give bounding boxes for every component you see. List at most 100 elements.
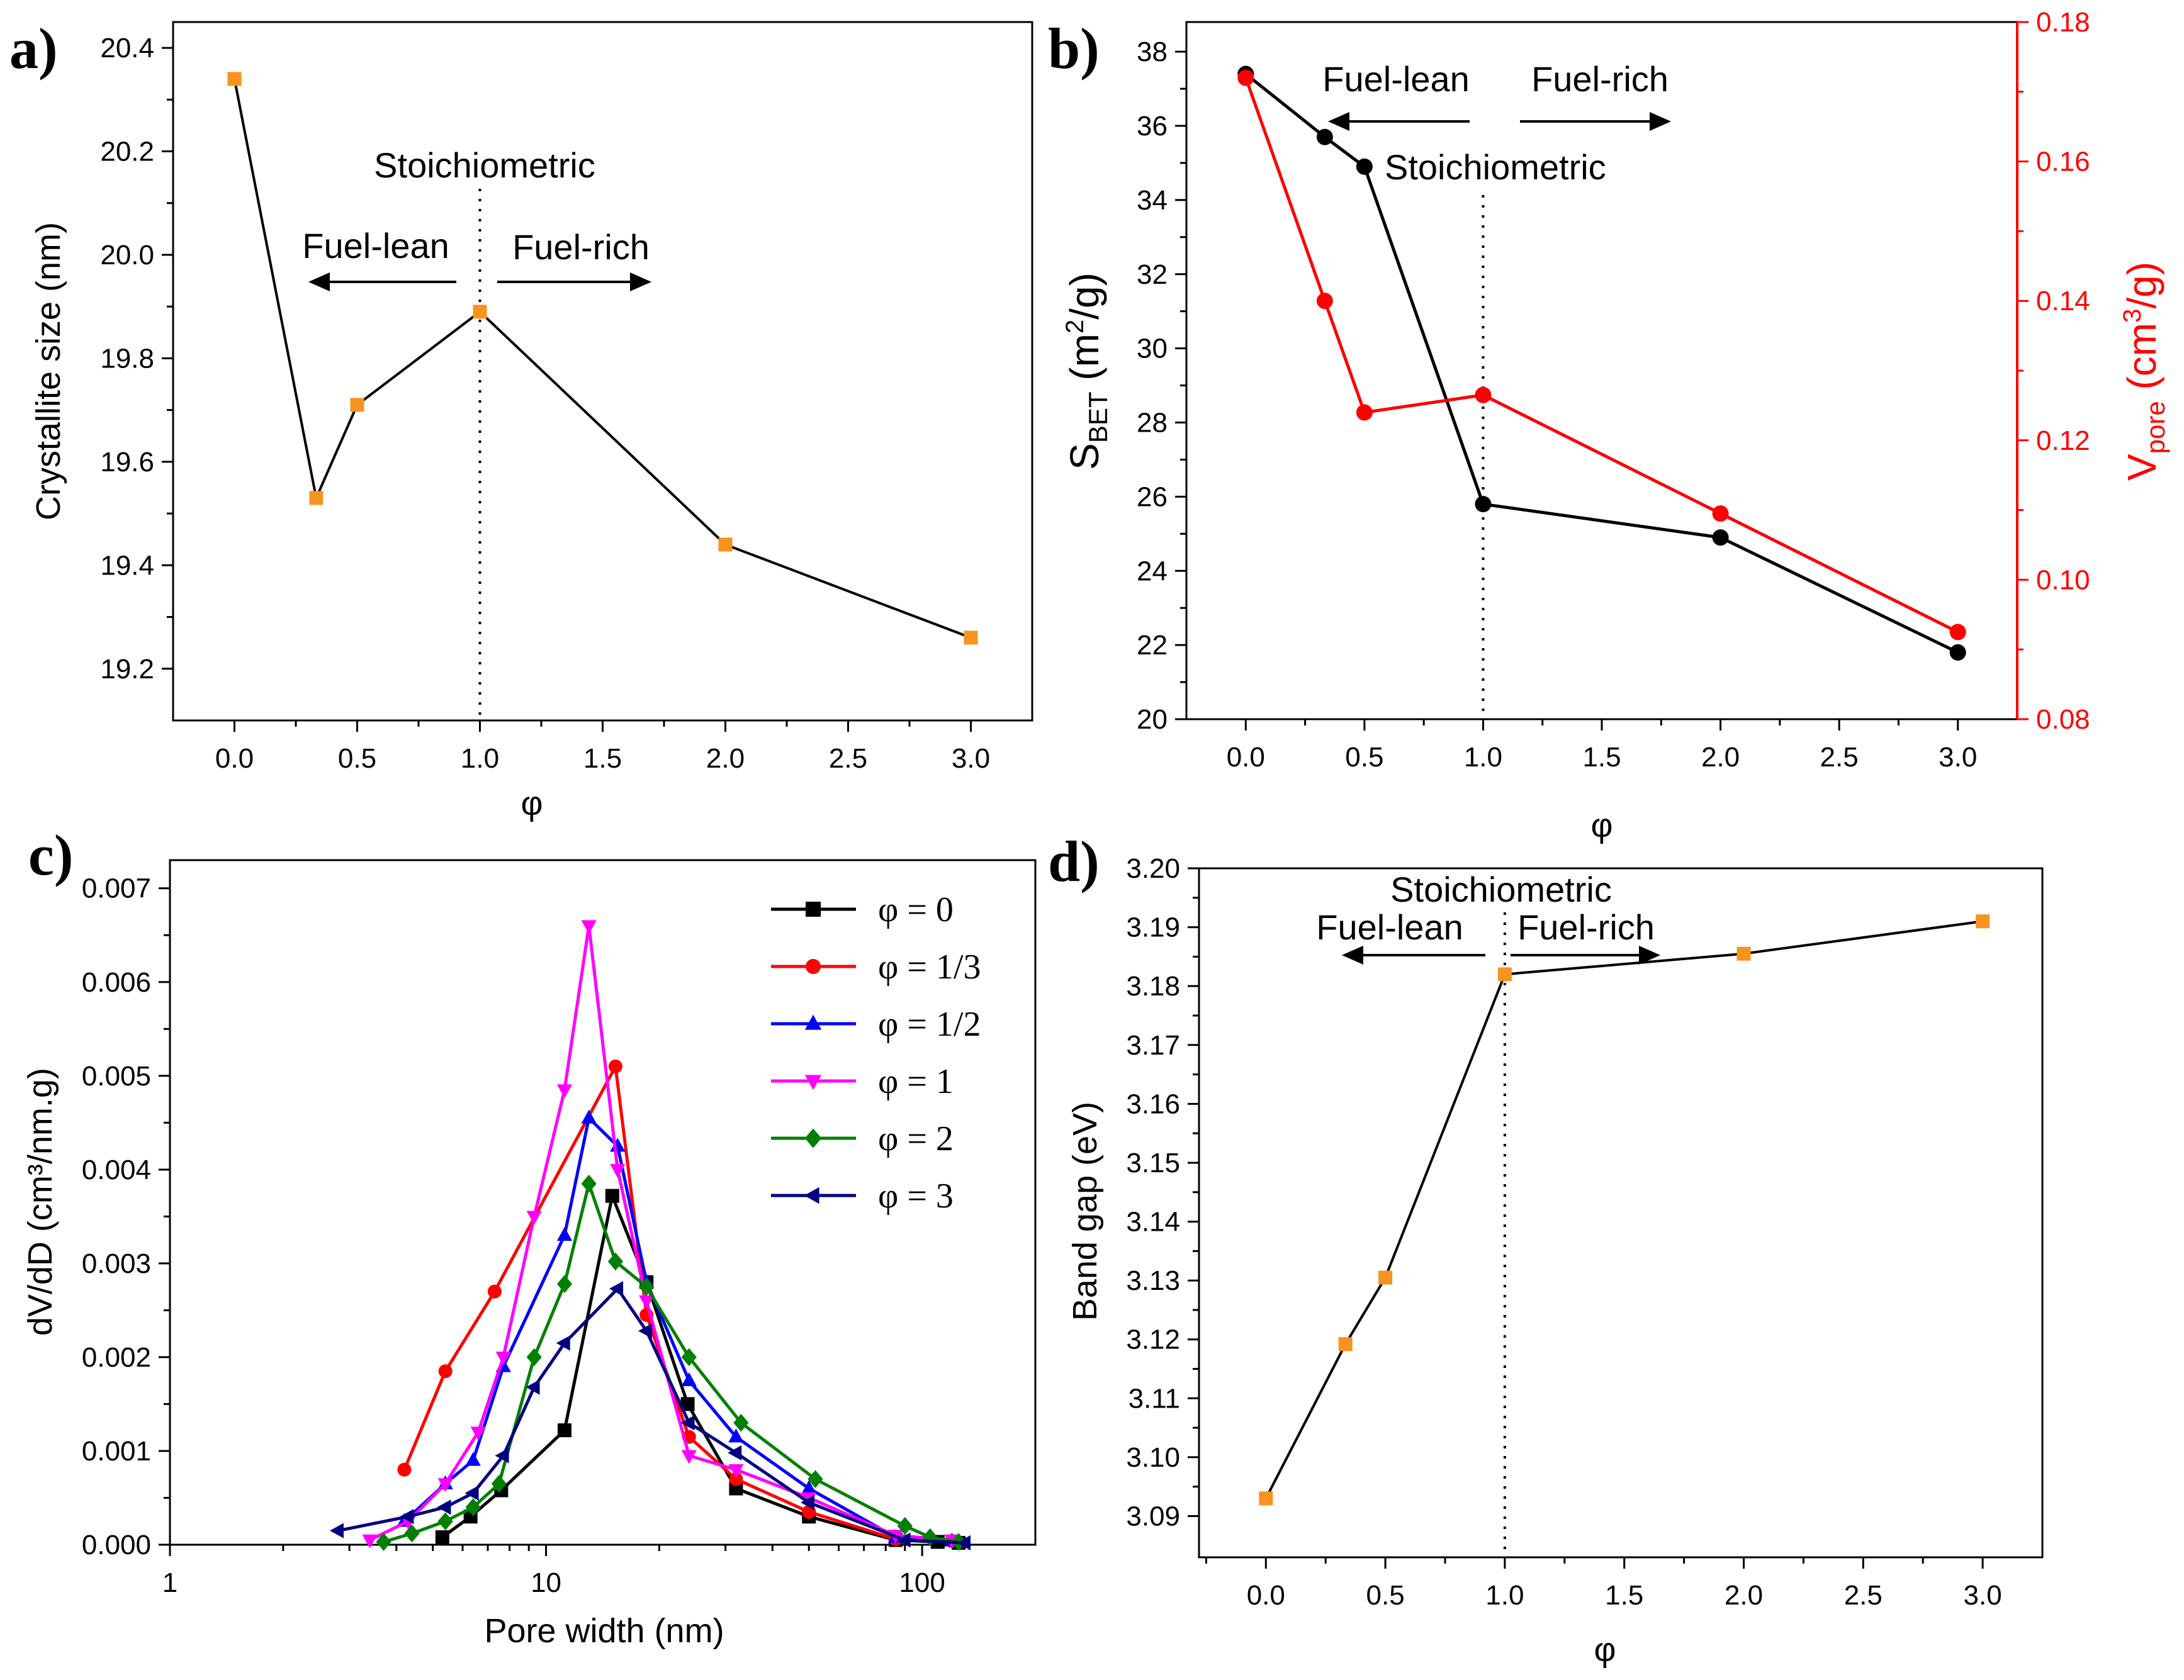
legend-marker-2 [804, 1014, 822, 1030]
panel-c-series-4-point [556, 1275, 573, 1293]
panel-b-label: b) [1048, 16, 1100, 81]
panel-a-series [227, 72, 978, 645]
panel-c-series-5-point [400, 1509, 414, 1525]
panel-a-data-point [718, 537, 733, 552]
panel-c-series-3-point [362, 1534, 378, 1548]
panel-d-x-tick-label: 0.5 [1366, 1580, 1405, 1611]
panel-b-y-tick-label: 28 [1137, 408, 1168, 439]
panel-c-series-4-point [897, 1516, 913, 1535]
panel-c-series-4-point [437, 1512, 453, 1531]
panel-c-series-2-point [465, 1452, 481, 1466]
panel-c-series-1-point [487, 1284, 502, 1299]
panel-a-y-tick-label: 19.2 [100, 654, 154, 685]
panel-c-y-tick-label: 0.000 [82, 1530, 151, 1560]
panel-a-x-tick-label: 3.0 [952, 743, 990, 774]
panel-c-series-3-point [728, 1464, 744, 1478]
legend-label-3: φ = 1 [878, 1062, 954, 1101]
panel-a-data-point [350, 398, 364, 412]
panel-d-y-tick-label: 3.14 [1126, 1207, 1180, 1238]
panel-b-x-tick-label: 0.5 [1345, 742, 1383, 773]
panel-c-series-4-point [733, 1413, 749, 1432]
panel-b-x-tick-label: 3.0 [1939, 742, 1977, 773]
panel-c-x-tick-label: 10 [531, 1567, 561, 1598]
panel-b-y-tick-label: 24 [1137, 556, 1168, 586]
panel-a-x-tick-label: 1.5 [583, 743, 622, 774]
panel-d-plot-frame [1198, 867, 2044, 1559]
panel-d-stoichiometric-label: Stoichiometric [1390, 870, 1612, 909]
panel-b-y-tick-label: 26 [1137, 481, 1168, 512]
panel-c-y-tick-label: 0.002 [82, 1342, 151, 1373]
panel-d-fuel-rich-label: Fuel-rich [1517, 907, 1655, 947]
panel-c-series-4-point [526, 1348, 542, 1367]
panel-c-series-3-point [470, 1426, 486, 1441]
panel-c-series-3-point [581, 920, 597, 934]
panel-c-series-1-point [438, 1364, 453, 1379]
panel-a-y-tick-label: 20.4 [100, 33, 154, 64]
panel-b-sbet-point [1316, 128, 1333, 145]
panel-c-series-1-line [403, 1065, 952, 1543]
panel-a-data-point [964, 630, 978, 645]
panel-d-y-tick-label: 3.12 [1126, 1324, 1180, 1355]
panel-c-y-tick-label: 0.005 [82, 1061, 151, 1092]
panel-c-series-4-point [376, 1533, 391, 1551]
panel-c-series-0-point [680, 1397, 695, 1411]
panel-c-y-tick-label: 0.001 [82, 1436, 151, 1467]
panel-c-series-5-point [609, 1281, 624, 1297]
panel-b-y-tick-label: 34 [1137, 185, 1168, 216]
panel-d-x-tick-label: 2.0 [1725, 1580, 1763, 1611]
panel-b-y2-tick-label: 0.08 [2036, 704, 2090, 735]
panel-c-y-axis-label: dV/dD (cm³/nm.g) [21, 1068, 59, 1336]
legend-marker-4 [804, 1128, 822, 1148]
panel-c-series-2-point [556, 1226, 573, 1241]
panel-b-fuel-rich-arrow [1520, 112, 1671, 131]
panel-c-series-4-point [639, 1277, 655, 1296]
panel-c-series-5-point [495, 1448, 509, 1464]
panel-c-series-3-point [495, 1352, 511, 1366]
panel-a-data-point [309, 491, 324, 505]
panel-d-data-point [1976, 914, 1990, 929]
legend-marker-3 [804, 1075, 822, 1090]
panel-c-series-5-point [896, 1532, 911, 1548]
panel-d-y-tick-label: 3.10 [1126, 1442, 1180, 1473]
panel-d-x-tick-label: 0.0 [1247, 1580, 1285, 1611]
panel-a-x-tick-label: 0.0 [215, 743, 254, 774]
panel-d-y-tick-label: 3.16 [1126, 1089, 1180, 1119]
panel-c-series-1-point [608, 1059, 622, 1073]
panel-d-y-tick-label: 3.17 [1126, 1030, 1180, 1061]
panel-d-x-tick-label: 1.0 [1485, 1580, 1524, 1611]
panel-a-x-axis-label: φ [521, 785, 543, 822]
panel-a-data-point [473, 305, 487, 319]
panel-a-y-tick-label: 20.2 [100, 137, 154, 167]
panel-d-y-tick-label: 3.09 [1126, 1501, 1180, 1532]
panel-c-series-2-point [681, 1372, 697, 1386]
panel-c: c) 1 10 100 0.000 0.001 0.002 0.003 0.004 0.005… [21, 823, 1037, 1650]
panel-b-sbet-line [1244, 72, 1959, 654]
panel-d-fuel-rich-arrow [1511, 946, 1660, 965]
panel-a-y-ticks: 19.2 19.4 19.6 19.8 20.0 20.2 20.4 [100, 33, 173, 685]
panel-a-y-tick-label: 20.0 [100, 240, 154, 271]
panel-a-x-ticks: 0.0 0.5 1.0 1.5 2.0 2.5 3.0 [215, 720, 990, 774]
panel-a-y-tick-label: 19.4 [100, 550, 154, 581]
panel-c-y-tick-label: 0.004 [82, 1155, 151, 1185]
panel-c-series-4-point [491, 1474, 507, 1493]
panel-c-series-2-point [801, 1480, 817, 1494]
panel-a-stoichiometric-label: Stoichiometric [374, 145, 595, 185]
panel-c-series-3-point [437, 1478, 453, 1492]
panel-a-fuel-rich-label: Fuel-rich [512, 227, 650, 267]
panel-b-x-tick-label: 1.5 [1582, 742, 1621, 773]
panel-c-series-2-point [581, 1109, 597, 1124]
panel-b-y-axis-label: SBET (m2/g) [1061, 272, 1113, 470]
panel-c-series-0-point [557, 1423, 571, 1438]
panel-d-data-point [1497, 967, 1512, 982]
panel-c-series-5-point [437, 1499, 451, 1515]
panel-a-x-tick-label: 2.0 [706, 743, 745, 774]
panel-b-x-tick-label: 2.5 [1820, 742, 1859, 773]
panel-d-band-gap-line [1264, 920, 1983, 1499]
panel-b-x-axis-label: φ [1590, 807, 1613, 844]
panel-b-y2-ticks: 0.08 0.10 0.12 0.14 0.16 0.18 [2017, 7, 2090, 735]
panel-c-series-3-point [526, 1211, 542, 1225]
panel-b-y2-tick-label: 0.18 [2036, 7, 2090, 38]
panel-b-fuel-lean-label: Fuel-lean [1322, 59, 1469, 99]
panel-c-plot-frame [169, 859, 1037, 1546]
